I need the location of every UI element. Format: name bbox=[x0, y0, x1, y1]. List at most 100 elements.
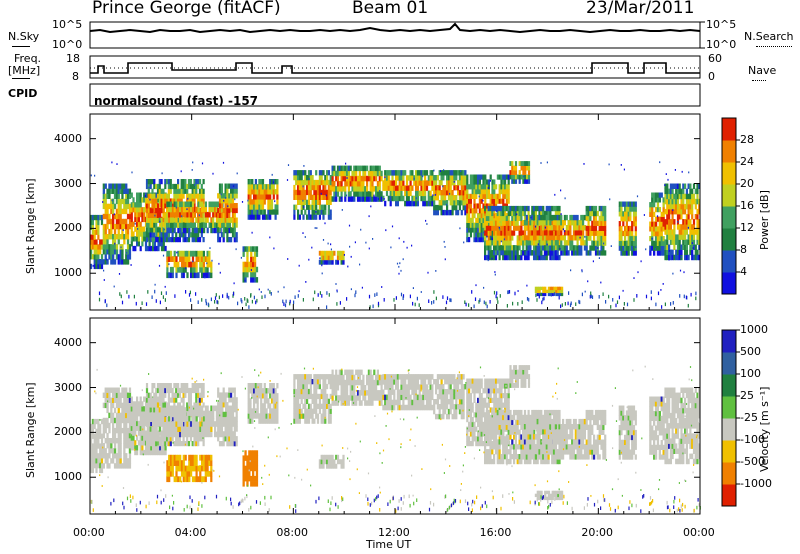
echo-cell bbox=[202, 217, 205, 223]
echo-cell bbox=[547, 235, 550, 241]
echo-cell bbox=[523, 230, 527, 236]
echo-cell bbox=[297, 189, 300, 196]
echo-cell bbox=[191, 201, 195, 208]
echo-cell bbox=[130, 192, 133, 198]
echo-cell bbox=[188, 415, 191, 422]
scatter-cell bbox=[622, 289, 624, 292]
clutter-cell bbox=[293, 300, 295, 305]
echo-cell bbox=[478, 184, 481, 190]
echo-cell bbox=[126, 223, 130, 230]
echo-cell bbox=[664, 239, 667, 245]
echo-cell bbox=[136, 236, 139, 242]
echo-cell bbox=[115, 234, 119, 240]
scatter-cell bbox=[346, 177, 348, 179]
echo-cell bbox=[563, 240, 566, 246]
echo-cell bbox=[139, 226, 142, 232]
echo-cell bbox=[482, 217, 485, 223]
echo-cell bbox=[168, 211, 171, 218]
echo-cell bbox=[210, 426, 213, 432]
echo-cell bbox=[692, 244, 696, 250]
echo-cell bbox=[326, 175, 329, 181]
clutter-cell bbox=[346, 297, 348, 301]
echo-cell bbox=[190, 410, 193, 417]
echo-cell bbox=[552, 220, 556, 226]
echo-cell bbox=[119, 254, 122, 260]
echo-cell bbox=[155, 245, 158, 252]
echo-cell bbox=[409, 175, 412, 181]
echo-cell bbox=[458, 190, 461, 196]
scatter-cell bbox=[330, 243, 332, 246]
echo-cell bbox=[137, 211, 140, 218]
echo-cell bbox=[624, 225, 627, 232]
echo-cell bbox=[137, 202, 140, 208]
echo-cell bbox=[622, 221, 625, 227]
echo-cell bbox=[175, 476, 178, 483]
echo-cell bbox=[151, 232, 154, 238]
echo-cell bbox=[324, 259, 327, 265]
echo-cell bbox=[493, 179, 496, 185]
echo-cell bbox=[149, 426, 152, 432]
echo-cell bbox=[104, 422, 107, 429]
echo-cell bbox=[362, 191, 365, 197]
clutter-cell bbox=[253, 295, 255, 300]
echo-cell bbox=[168, 201, 171, 208]
echo-cell bbox=[128, 448, 132, 454]
echo-cell bbox=[197, 383, 200, 389]
echo-cell bbox=[411, 170, 414, 176]
echo-cell bbox=[187, 412, 191, 418]
echo-cell bbox=[208, 256, 211, 262]
echo-cell bbox=[469, 227, 472, 233]
echo-cell bbox=[235, 193, 238, 199]
echo-cell bbox=[182, 426, 185, 432]
echo-cell bbox=[675, 203, 678, 210]
echo-cell bbox=[567, 225, 570, 231]
echo-cell bbox=[531, 205, 534, 212]
echo-cell bbox=[673, 208, 676, 215]
echo-cell bbox=[121, 193, 124, 199]
echo-cell bbox=[255, 251, 259, 257]
echo-cell bbox=[222, 193, 225, 199]
echo-cell bbox=[531, 220, 534, 226]
echo-cell bbox=[571, 245, 574, 251]
echo-cell bbox=[682, 219, 685, 225]
echo-cell bbox=[654, 226, 658, 232]
scatter-cell bbox=[271, 173, 273, 176]
echo-cell bbox=[184, 465, 187, 472]
echo-cell bbox=[355, 191, 358, 197]
scatter-cell bbox=[636, 195, 639, 198]
echo-cell bbox=[169, 460, 173, 466]
echo-cell bbox=[654, 236, 658, 242]
echo-cell bbox=[318, 259, 321, 265]
scatter-cell bbox=[336, 289, 338, 292]
echo-cell bbox=[202, 250, 205, 257]
echo-cell bbox=[500, 245, 503, 251]
echo-cell bbox=[191, 237, 194, 243]
echo-cell bbox=[242, 266, 245, 273]
echo-cell bbox=[458, 175, 461, 181]
scatter-cell bbox=[303, 206, 305, 208]
echo-cell bbox=[149, 183, 152, 190]
echo-cell bbox=[195, 183, 198, 190]
echo-cell bbox=[149, 237, 152, 243]
echo-cell bbox=[191, 476, 195, 483]
echo-cell bbox=[177, 421, 180, 427]
echo-cell bbox=[591, 210, 594, 217]
echo-cell bbox=[104, 203, 107, 210]
echo-cell bbox=[117, 223, 120, 230]
echo-cell bbox=[543, 230, 547, 236]
echo-cell bbox=[624, 230, 627, 237]
echo-cell bbox=[391, 170, 394, 176]
echo-cell bbox=[604, 230, 607, 236]
echo-cell bbox=[315, 170, 318, 176]
echo-cell bbox=[680, 198, 683, 205]
echo-cell bbox=[671, 254, 674, 261]
echo-cell bbox=[153, 415, 156, 422]
echo-cell bbox=[100, 214, 104, 221]
echo-cell bbox=[102, 427, 105, 434]
echo-cell bbox=[698, 244, 701, 250]
echo-cell bbox=[132, 221, 135, 227]
scatter-cell bbox=[111, 161, 113, 164]
echo-cell bbox=[260, 184, 263, 190]
echo-cell bbox=[102, 193, 105, 199]
echo-cell bbox=[668, 224, 671, 230]
